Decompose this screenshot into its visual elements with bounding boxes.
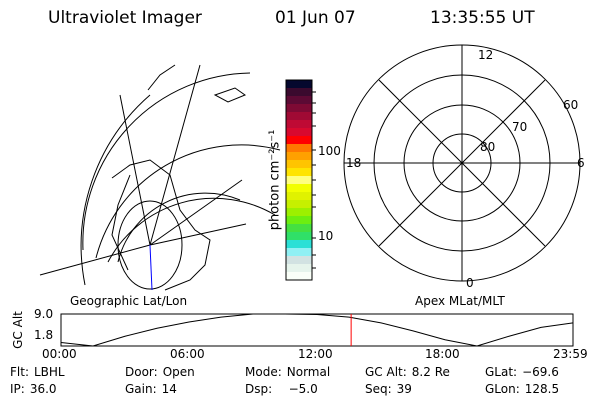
colorbar bbox=[285, 79, 316, 281]
status-value: Open bbox=[162, 365, 195, 379]
status-label: Mode: bbox=[245, 365, 282, 379]
status-field: GLat: −69.6 bbox=[485, 365, 559, 379]
status-value: −69.6 bbox=[522, 365, 559, 379]
colorbar-swatch bbox=[286, 80, 312, 89]
polar-grid bbox=[343, 44, 581, 282]
geographic-label: Geographic Lat/Lon bbox=[70, 294, 188, 308]
status-label: GLat: bbox=[485, 365, 518, 379]
colorbar-swatch bbox=[286, 256, 312, 265]
colorbar-swatch bbox=[286, 224, 312, 233]
x-tick-12: 12:00 bbox=[298, 347, 333, 361]
status-label: Door: bbox=[125, 365, 158, 379]
status-value: 8.2 Re bbox=[411, 365, 450, 379]
altitude-line bbox=[60, 313, 574, 347]
mlt-label-12: 12 bbox=[478, 48, 494, 62]
colorbar-swatch bbox=[286, 192, 312, 201]
colorbar-swatch bbox=[286, 248, 312, 257]
colorbar-swatch bbox=[286, 104, 312, 113]
altitude-plot bbox=[60, 313, 574, 347]
status-field: Flt: LBHL bbox=[10, 365, 65, 379]
status-field: Mode: Normal bbox=[245, 365, 330, 379]
status-label: Flt: bbox=[10, 365, 29, 379]
x-tick-18: 18:00 bbox=[425, 347, 460, 361]
lat-label-70: 70 bbox=[512, 120, 528, 134]
mlt-label-0: 0 bbox=[466, 276, 474, 290]
status-field: Dsp: −5.0 bbox=[245, 382, 318, 396]
colorbar-swatch bbox=[286, 144, 312, 153]
status-value: LBHL bbox=[33, 365, 65, 379]
status-label: Seq: bbox=[365, 382, 392, 396]
colorbar-swatch bbox=[286, 208, 312, 217]
colorbar-swatch bbox=[286, 216, 312, 225]
status-field: Door: Open bbox=[125, 365, 195, 379]
time: 13:35:55 UT bbox=[430, 8, 535, 28]
colorbar-swatch bbox=[286, 152, 312, 161]
status-label: Gain: bbox=[125, 382, 157, 396]
status-label: IP: bbox=[10, 382, 25, 396]
lat-label-60: 60 bbox=[563, 98, 579, 112]
status-field: GLon: 128.5 bbox=[485, 382, 559, 396]
status-label: GLon: bbox=[485, 382, 520, 396]
status-value: 39 bbox=[396, 382, 412, 396]
colorbar-swatch bbox=[286, 184, 312, 193]
x-tick-6: 06:00 bbox=[170, 347, 205, 361]
mlt-label-18: 18 bbox=[346, 156, 362, 170]
status-field: Seq: 39 bbox=[365, 382, 412, 396]
colorbar-swatch bbox=[286, 232, 312, 241]
colorbar-swatch bbox=[286, 272, 312, 281]
status-field: Gain: 14 bbox=[125, 382, 177, 396]
colorbar-swatch bbox=[286, 96, 312, 105]
colorbar-swatch bbox=[286, 160, 312, 169]
status-value: −5.0 bbox=[277, 382, 318, 396]
apex-label: Apex MLat/MLT bbox=[415, 294, 505, 308]
colorbar-swatch bbox=[286, 176, 312, 185]
status-value: 128.5 bbox=[524, 382, 560, 396]
status-value: Normal bbox=[286, 365, 331, 379]
colorbar-swatch bbox=[286, 120, 312, 129]
colorbar-swatch bbox=[286, 88, 312, 97]
y-axis-label: GC Alt bbox=[11, 311, 25, 349]
y-tick-1.8: 1.8 bbox=[34, 328, 54, 342]
colorbar-swatch bbox=[286, 200, 312, 209]
status-value: 36.0 bbox=[29, 382, 57, 396]
y-tick-9: 9.0 bbox=[34, 307, 54, 321]
mlt-label-6: 6 bbox=[577, 156, 585, 170]
x-tick-0: 00:00 bbox=[42, 347, 77, 361]
geographic-map bbox=[39, 64, 281, 291]
colorbar-swatch bbox=[286, 112, 312, 121]
status-field: IP: 36.0 bbox=[10, 382, 57, 396]
date: 01 Jun 07 bbox=[275, 8, 356, 28]
lat-label-80: 80 bbox=[480, 140, 496, 154]
colorbar-swatch bbox=[286, 168, 312, 177]
colorbar-swatch bbox=[286, 136, 312, 145]
status-label: GC Alt: bbox=[365, 365, 407, 379]
colorbar-swatch bbox=[286, 128, 312, 137]
status-value: 14 bbox=[161, 382, 177, 396]
colorbar-swatch bbox=[286, 240, 312, 249]
status-field: GC Alt: 8.2 Re bbox=[365, 365, 450, 379]
colorbar-label: photon cm⁻²s⁻¹ bbox=[267, 129, 283, 231]
colorbar-tick-100: 100 bbox=[318, 144, 341, 158]
x-tick-24: 23:59 bbox=[553, 347, 588, 361]
instrument-title: Ultraviolet Imager bbox=[48, 8, 202, 28]
status-label: Dsp: bbox=[245, 382, 273, 396]
colorbar-swatch bbox=[286, 264, 312, 273]
colorbar-tick-10: 10 bbox=[318, 229, 334, 243]
plot-frame bbox=[60, 313, 574, 347]
